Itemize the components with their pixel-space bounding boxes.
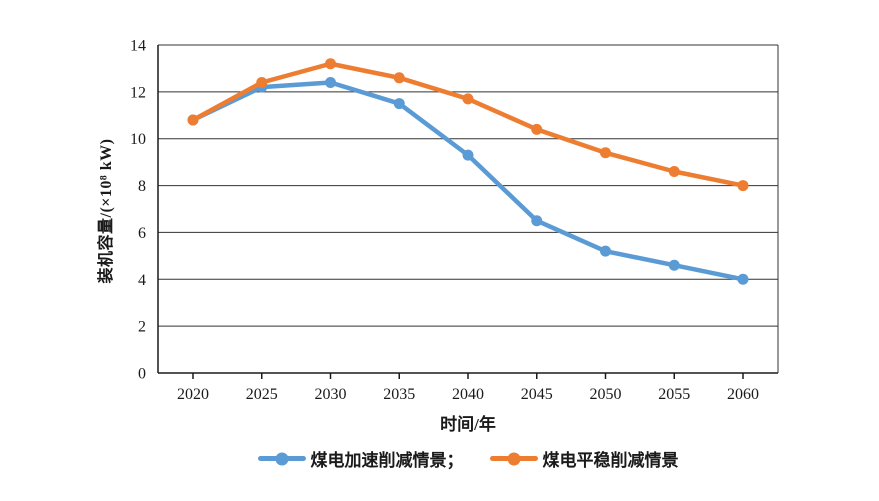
data-point	[393, 98, 405, 110]
data-point	[462, 93, 474, 105]
y-tick-label: 0	[138, 366, 146, 383]
legend-dot-blue	[275, 452, 288, 465]
data-point	[393, 72, 405, 84]
legend-line-marker-blue	[257, 452, 306, 465]
data-point	[256, 76, 268, 88]
data-point	[668, 166, 680, 178]
x-tick-label: 2050	[590, 386, 622, 403]
legend-item-accelerated: 煤电加速削减情景；	[257, 446, 464, 471]
x-tick-label: 2055	[658, 386, 690, 403]
y-tick-label: 14	[130, 38, 146, 55]
data-point	[531, 215, 543, 227]
series-line-1	[190, 61, 746, 188]
x-tick-label: 2040	[452, 386, 484, 403]
y-tick-label: 4	[138, 272, 146, 289]
legend-label-steady: 煤电平稳削减情景	[542, 451, 679, 470]
data-point	[668, 259, 680, 271]
legend-dot-orange	[507, 452, 520, 465]
legend-item-steady: 煤电平稳削减情景	[489, 446, 679, 471]
data-point	[462, 149, 474, 161]
data-point	[187, 114, 199, 126]
x-tick-label: 2045	[521, 386, 553, 403]
x-tick-label: 2060	[727, 386, 759, 403]
chart-legend: 煤电加速削减情景； 煤电平稳削减情景	[158, 446, 778, 471]
data-point	[531, 123, 543, 135]
series-line-0	[190, 80, 746, 282]
y-tick-label: 10	[130, 131, 146, 148]
y-tick-label: 12	[130, 84, 146, 101]
y-axis-title: 装机容量/(×10⁸ kW)	[98, 138, 115, 284]
legend-line-marker-orange	[489, 452, 538, 465]
y-tick-label: 2	[138, 319, 146, 336]
y-tick-label: 6	[138, 225, 146, 242]
x-axis-title: 时间/年	[440, 415, 496, 434]
x-tick-label: 2030	[315, 386, 347, 403]
y-tick-label: 8	[138, 178, 146, 195]
data-point	[325, 76, 336, 88]
legend-label-accelerated: 煤电加速削减情景；	[310, 451, 464, 470]
data-point	[325, 58, 336, 70]
x-tick-label: 2025	[246, 386, 278, 403]
data-point	[737, 273, 749, 285]
x-tick-label: 2035	[383, 386, 415, 403]
x-tick-label: 2020	[177, 386, 209, 403]
data-point	[600, 245, 611, 257]
data-point	[737, 180, 749, 192]
data-point	[600, 147, 611, 159]
